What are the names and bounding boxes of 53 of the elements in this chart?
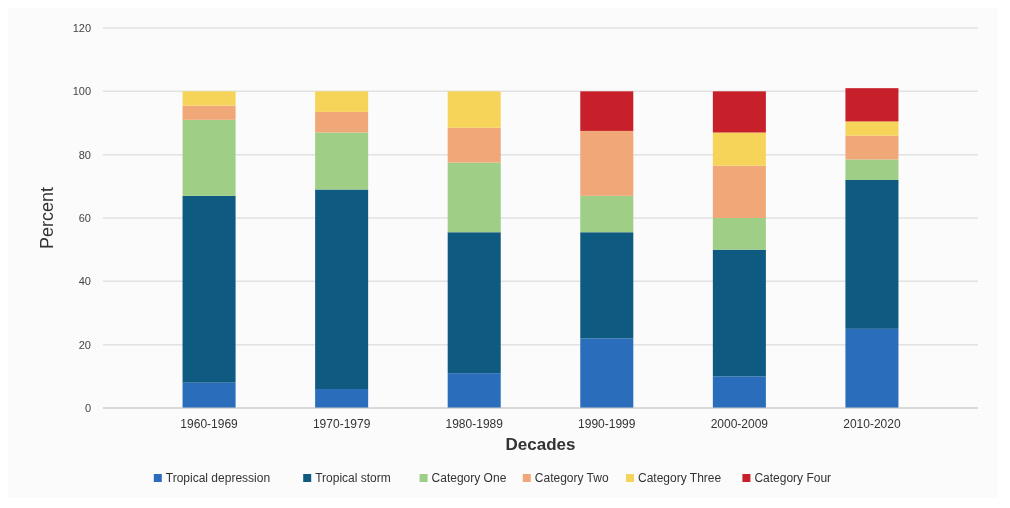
x-tick-label: 2000-2009: [710, 417, 769, 431]
bar: [712, 376, 766, 408]
bar: [447, 373, 501, 408]
bar: [845, 180, 899, 329]
x-tick-label: 2010-2020: [843, 417, 901, 431]
bar: [845, 135, 899, 160]
bar: [315, 389, 369, 408]
x-tick-label: 1990-1999: [578, 417, 636, 431]
y-tick-label: 0: [84, 401, 91, 414]
bar: [845, 159, 899, 180]
y-tick-label: 60: [78, 211, 91, 224]
bar: [712, 249, 766, 377]
bar: [845, 328, 899, 408]
bar: [580, 130, 634, 196]
x-axis-title: Decades: [505, 435, 576, 454]
bar: [315, 189, 369, 389]
bar: [182, 119, 236, 196]
legend-label: Tropical depression: [165, 471, 271, 486]
legend-label: Category One: [431, 471, 507, 486]
bar: [712, 132, 766, 166]
y-axis-title: Percent: [37, 186, 57, 250]
legend-label: Category Three: [638, 471, 722, 486]
bar: [447, 162, 501, 233]
y-tick-label: 40: [78, 275, 91, 288]
bar: [580, 195, 634, 233]
legend-label: Category Two: [534, 471, 609, 486]
bar: [712, 218, 766, 250]
bar: [315, 132, 369, 190]
bar: [182, 382, 236, 408]
x-tick-label: 1970-1979: [312, 417, 371, 431]
bar: [182, 91, 236, 106]
x-tick-label: 1980-1989: [445, 417, 504, 431]
bar: [580, 338, 634, 408]
bar: [580, 232, 634, 339]
bar: [712, 165, 766, 218]
y-tick-label: 120: [72, 21, 91, 34]
bar: [447, 91, 501, 128]
bar: [182, 105, 236, 120]
legend-label: Tropical storm: [315, 471, 391, 486]
bar: [447, 232, 501, 374]
bar: [712, 91, 766, 133]
x-tick-label: 1960-1969: [180, 417, 239, 431]
bar: [315, 111, 369, 133]
bar: [845, 88, 899, 122]
bar: [182, 195, 236, 383]
y-tick-label: 100: [72, 85, 91, 98]
legend-label: Category Four: [754, 471, 832, 486]
y-tick-label: 80: [78, 148, 91, 161]
bar: [315, 91, 369, 112]
bar: [845, 121, 899, 136]
bar: [580, 91, 634, 131]
y-tick-label: 20: [78, 338, 91, 351]
bar: [447, 127, 501, 163]
